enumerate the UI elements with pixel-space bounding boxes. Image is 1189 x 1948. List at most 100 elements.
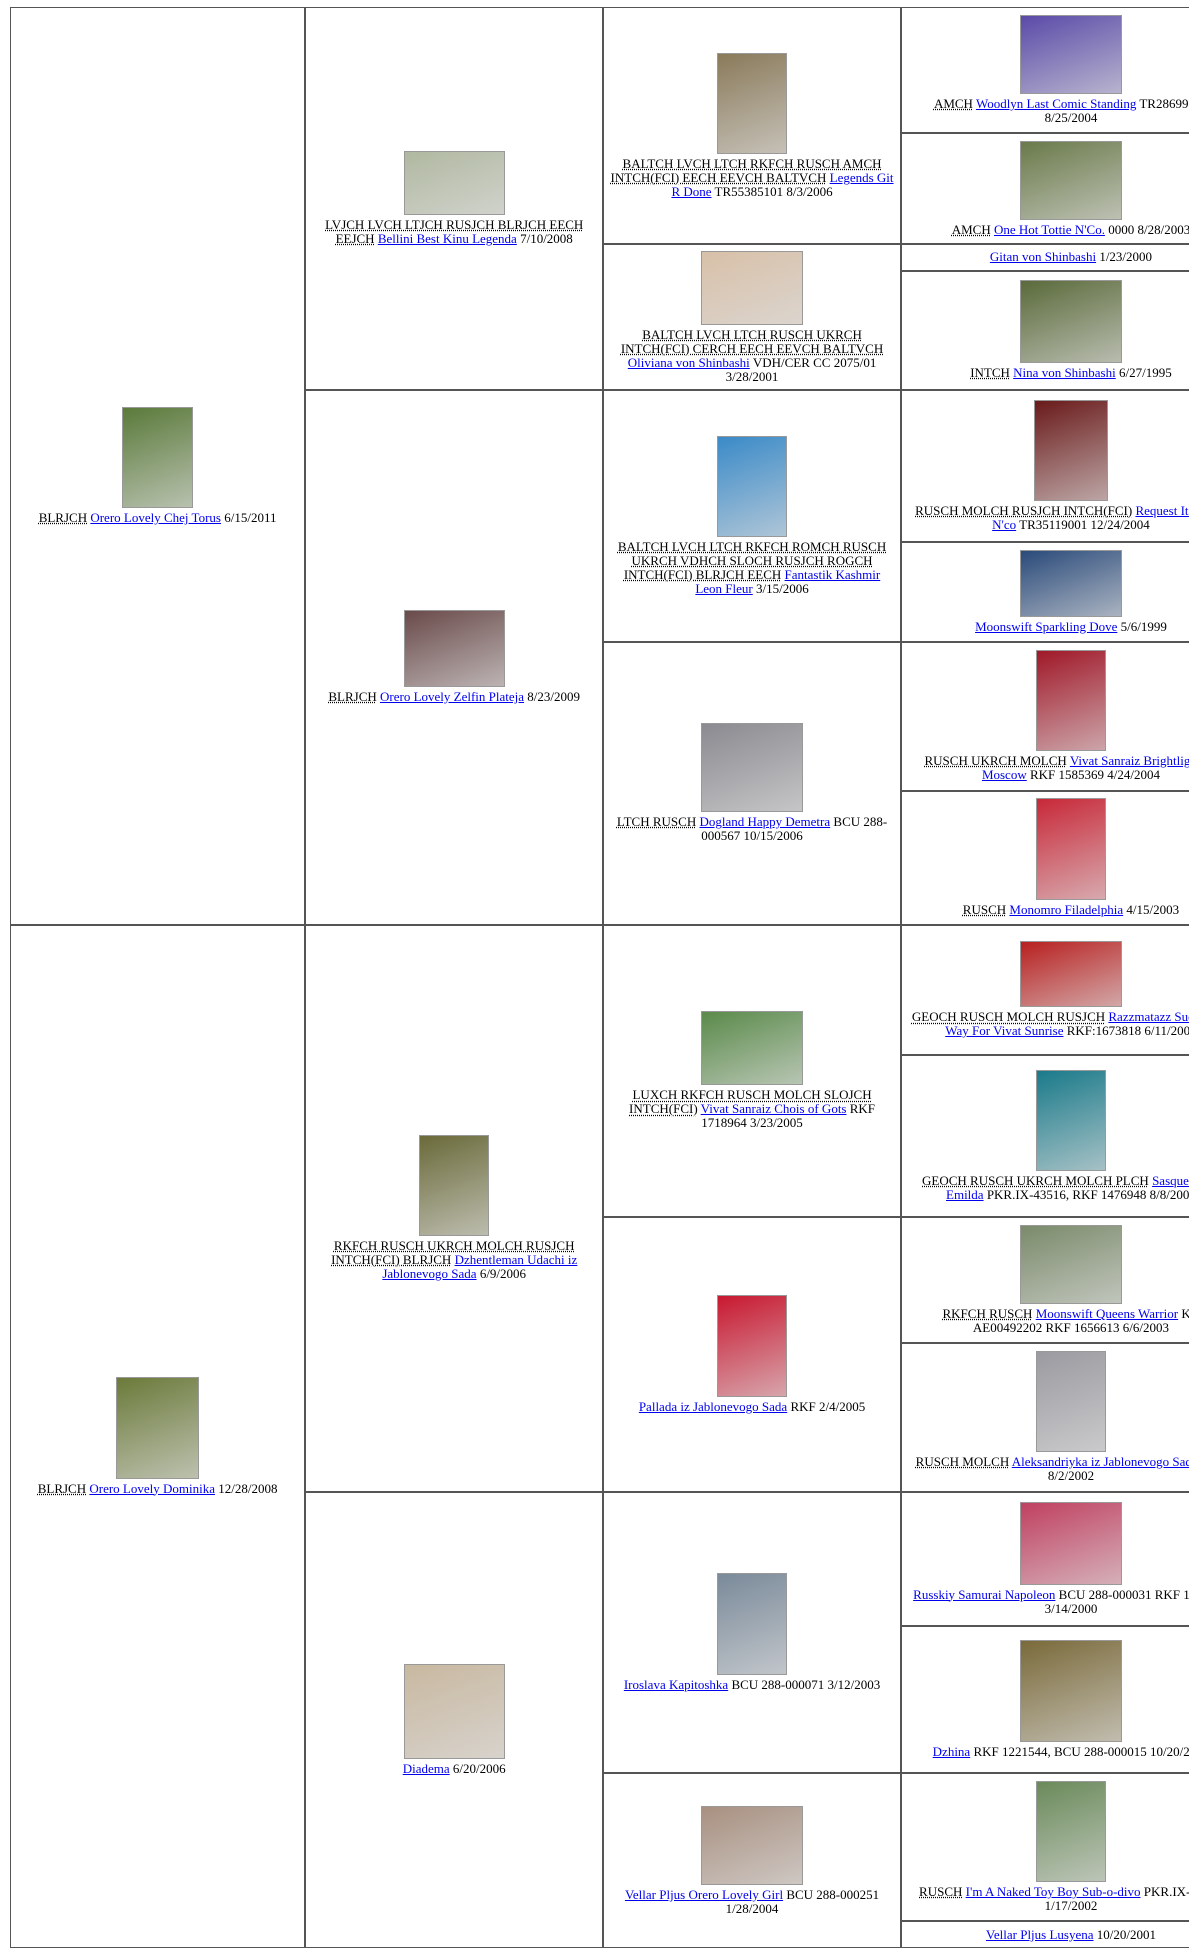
dog-photo xyxy=(1035,1351,1107,1453)
dog-info: 6/9/2006 xyxy=(479,1266,527,1282)
dog-info: BCU 288-000071 3/12/2003 xyxy=(731,1676,881,1692)
dog-name-link[interactable]: Russkiy Samurai Napoleon xyxy=(913,1586,1056,1602)
dog-entry: Gitan von Shinbashi 1/23/2000 xyxy=(990,250,1152,264)
dog-name-link[interactable]: Request It Hot At N'co xyxy=(992,503,1189,533)
dog-photo xyxy=(403,151,505,216)
dog-info: PKR.IX-42133 1/17/2002 xyxy=(1044,1884,1189,1914)
dog-name-link[interactable]: Dzhentleman Udachi iz Jablonevogo Sada xyxy=(382,1252,578,1282)
dog-name-link[interactable]: Woodlyn Last Comic Standing xyxy=(975,96,1137,112)
dog-photo xyxy=(1020,1225,1122,1305)
dog-name-link[interactable]: Orero Lovely Dominika xyxy=(89,1480,215,1496)
dog-name-link[interactable]: I'm A Naked Toy Boy Sub-o-divo xyxy=(965,1884,1141,1900)
dog-entry: GEOCH RUSCH MOLCH RUSJCH Razzmatazz Succ… xyxy=(908,1010,1189,1038)
pedigree-cell: BLRJCH Orero Lovely Dominika 12/28/2008 xyxy=(9,924,306,1948)
dog-name-link[interactable]: Dogland Happy Demetra xyxy=(699,813,831,829)
dog-name-link[interactable]: Gitan von Shinbashi xyxy=(989,249,1097,265)
dog-entry: BLRJCH Orero Lovely Zelfin Plateja 8/23/… xyxy=(328,688,580,704)
dog-name-link[interactable]: Vivat Sanraiz Brightlight Of Moscow xyxy=(981,753,1189,783)
dog-photo xyxy=(1035,798,1107,900)
pedigree-cell: Diadema 6/20/2006 xyxy=(305,1491,604,1948)
dog-titles: BLRJCH xyxy=(37,1480,87,1496)
dog-photo xyxy=(701,1805,803,1885)
pedigree-cell: BALTCH LVCH LTCH RUSCH UKRCH INTCH(FCI) … xyxy=(603,244,901,390)
dog-photo xyxy=(403,610,505,687)
dog-entry: RUSCH Monomro Filadelphia 4/15/2003 xyxy=(963,901,1179,917)
pedigree-cell: INTCH Nina von Shinbashi 6/27/1995 xyxy=(900,270,1189,390)
dog-info: RKF 8/2/2002 xyxy=(1047,1468,1095,1484)
dog-entry: RUSCH MOLCH Aleksandriyka iz Jablonevogo… xyxy=(908,1455,1189,1483)
dog-photo xyxy=(1020,1501,1122,1585)
dog-name-link[interactable]: Iroslava Kapitoshka xyxy=(623,1676,729,1692)
dog-name-link[interactable]: Pallada iz Jablonevogo Sada xyxy=(638,1398,788,1414)
dog-photo xyxy=(1020,550,1122,617)
pedigree-cell: RKFCH RUSCH UKRCH MOLCH RUSJCH INTCH(FCI… xyxy=(305,924,604,1492)
dog-entry: Vellar Pljus Orero Lovely Girl BCU 288-0… xyxy=(610,1886,894,1916)
dog-photo xyxy=(116,1377,199,1479)
dog-entry: Moonswift Sparkling Dove 5/6/1999 xyxy=(975,618,1167,634)
dog-name-link[interactable]: Orero Lovely Chej Torus xyxy=(90,510,221,526)
pedigree-cell: Russkiy Samurai Napoleon BCU 288-000031 … xyxy=(900,1491,1189,1626)
dog-photo xyxy=(716,52,788,155)
pedigree-cell: LVJCH LVCH LTJCH RUSJCH BLRJCH EECH EEJC… xyxy=(305,7,604,390)
pedigree-cell: RUSCH MOLCH Aleksandriyka iz Jablonevogo… xyxy=(900,1342,1189,1492)
dog-name-link[interactable]: Sasquehanna Emilda xyxy=(946,1173,1189,1203)
pedigree-cell: BLRJCH Orero Lovely Zelfin Plateja 8/23/… xyxy=(305,389,604,925)
pedigree-cell: RUSCH UKRCH MOLCH Vivat Sanraiz Brightli… xyxy=(900,641,1189,791)
dog-name-link[interactable]: Diadema xyxy=(402,1761,450,1777)
dog-entry: RUSCH MOLCH RUSJCH INTCH(FCI) Request It… xyxy=(908,504,1189,532)
dog-entry: AMCH Woodlyn Last Comic Standing TR28699… xyxy=(908,97,1189,125)
pedigree-cell: Pallada iz Jablonevogo Sada RKF 2/4/2005 xyxy=(603,1217,901,1492)
dog-entry: Dzhina RKF 1221544, BCU 288-000015 10/20… xyxy=(932,1743,1189,1759)
dog-photo xyxy=(701,1011,803,1086)
dog-name-link[interactable]: Aleksandriyka iz Jablonevogo Sada xyxy=(1011,1454,1189,1470)
dog-photo xyxy=(1020,280,1122,363)
dog-entry: Russkiy Samurai Napoleon BCU 288-000031 … xyxy=(908,1586,1189,1616)
dog-entry: GEOCH RUSCH UKRCH MOLCH PLCH Sasquehanna… xyxy=(908,1174,1189,1202)
dog-name-link[interactable]: Moonswift Sparkling Dove xyxy=(975,618,1118,634)
dog-titles: RKFCH RUSCH xyxy=(942,1306,1033,1322)
dog-name-link[interactable]: Nina von Shinbashi xyxy=(1013,364,1116,380)
dog-photo xyxy=(1033,399,1108,502)
dog-entry: LVJCH LVCH LTJCH RUSJCH BLRJCH EECH EEJC… xyxy=(312,218,596,246)
dog-name-link[interactable]: Vellar Pljus Orero Lovely Girl xyxy=(624,1886,784,1902)
dog-name-link[interactable]: One Hot Tottie N'Co. xyxy=(994,221,1105,237)
dog-photo xyxy=(716,1573,788,1675)
dog-entry: BLRJCH Orero Lovely Chej Torus 6/15/2011 xyxy=(39,511,277,525)
dog-entry: Diadema 6/20/2006 xyxy=(403,1762,506,1776)
dog-titles: BALTCH LVCH LTCH RKFCH RUSCH AMCH INTCH(… xyxy=(610,156,882,186)
dog-entry: RUSCH I'm A Naked Toy Boy Sub-o-divo PKR… xyxy=(908,1885,1189,1913)
dog-info: VDH/CER CC 2075/01 3/28/2001 xyxy=(725,354,877,384)
dog-entry: LTCH RUSCH Dogland Happy Demetra BCU 288… xyxy=(610,813,894,843)
dog-titles: GEOCH RUSCH UKRCH MOLCH PLCH xyxy=(922,1173,1149,1189)
dog-name-link[interactable]: Razzmatazz Successful Way For Vivat Sunr… xyxy=(945,1009,1189,1039)
dog-name-link[interactable]: Vellar Pljus Lusyena xyxy=(985,1926,1094,1942)
dog-name-link[interactable]: Dzhina xyxy=(932,1743,971,1759)
dog-name-link[interactable]: Monomro Filadelphia xyxy=(1009,901,1124,917)
dog-titles: BALTCH LVCH LTCH RUSCH UKRCH INTCH(FCI) … xyxy=(620,326,884,356)
dog-titles: RUSCH MOLCH RUSJCH INTCH(FCI) xyxy=(915,503,1133,519)
dog-name-link[interactable]: Vivat Sanraiz Chois of Gots xyxy=(700,1101,847,1117)
dog-titles: RKFCH RUSCH UKRCH MOLCH RUSJCH INTCH(FCI… xyxy=(331,1238,575,1268)
pedigree-cell: RUSCH Monomro Filadelphia 4/15/2003 xyxy=(900,790,1189,925)
dog-photo xyxy=(1020,940,1122,1008)
dog-entry: AMCH One Hot Tottie N'Co. 0000 8/28/2003 xyxy=(952,221,1189,237)
dog-name-link[interactable]: Orero Lovely Zelfin Plateja xyxy=(380,688,525,704)
dog-name-link[interactable]: Oliviana von Shinbashi xyxy=(627,354,750,370)
pedigree-cell: GEOCH RUSCH UKRCH MOLCH PLCH Sasquehanna… xyxy=(900,1054,1189,1218)
dog-titles: BLRJCH xyxy=(328,688,377,704)
dog-photo xyxy=(716,1295,788,1397)
dog-name-link[interactable]: Fantastik Kashmir Leon Fleur xyxy=(695,566,881,596)
dog-name-link[interactable]: Legends Git R Done xyxy=(671,170,894,200)
pedigree-cell: BALTCH LVCH LTCH RKFCH RUSCH AMCH INTCH(… xyxy=(603,7,901,245)
pedigree-cell: BLRJCH Orero Lovely Chej Torus 6/15/2011 xyxy=(9,7,306,925)
dog-info: BCU 288-000567 10/15/2006 xyxy=(701,813,888,843)
dog-info: TR28699801 8/25/2004 xyxy=(1044,96,1189,126)
pedigree-cell: Vellar Pljus Lusyena 10/20/2001 xyxy=(900,1921,1189,1948)
dog-info: RKF 1221544, BCU 288-000015 10/20/2006 xyxy=(973,1743,1189,1759)
dog-info: RKF 2/4/2005 xyxy=(790,1398,866,1414)
dog-titles: RUSCH xyxy=(919,1884,963,1900)
dog-name-link[interactable]: Bellini Best Kinu Legenda xyxy=(377,231,517,247)
dog-name-link[interactable]: Moonswift Queens Warrior xyxy=(1035,1306,1179,1322)
dog-entry: BALTCH LVCH LTCH RKFCH ROMCH RUSCH UKRCH… xyxy=(610,539,894,596)
